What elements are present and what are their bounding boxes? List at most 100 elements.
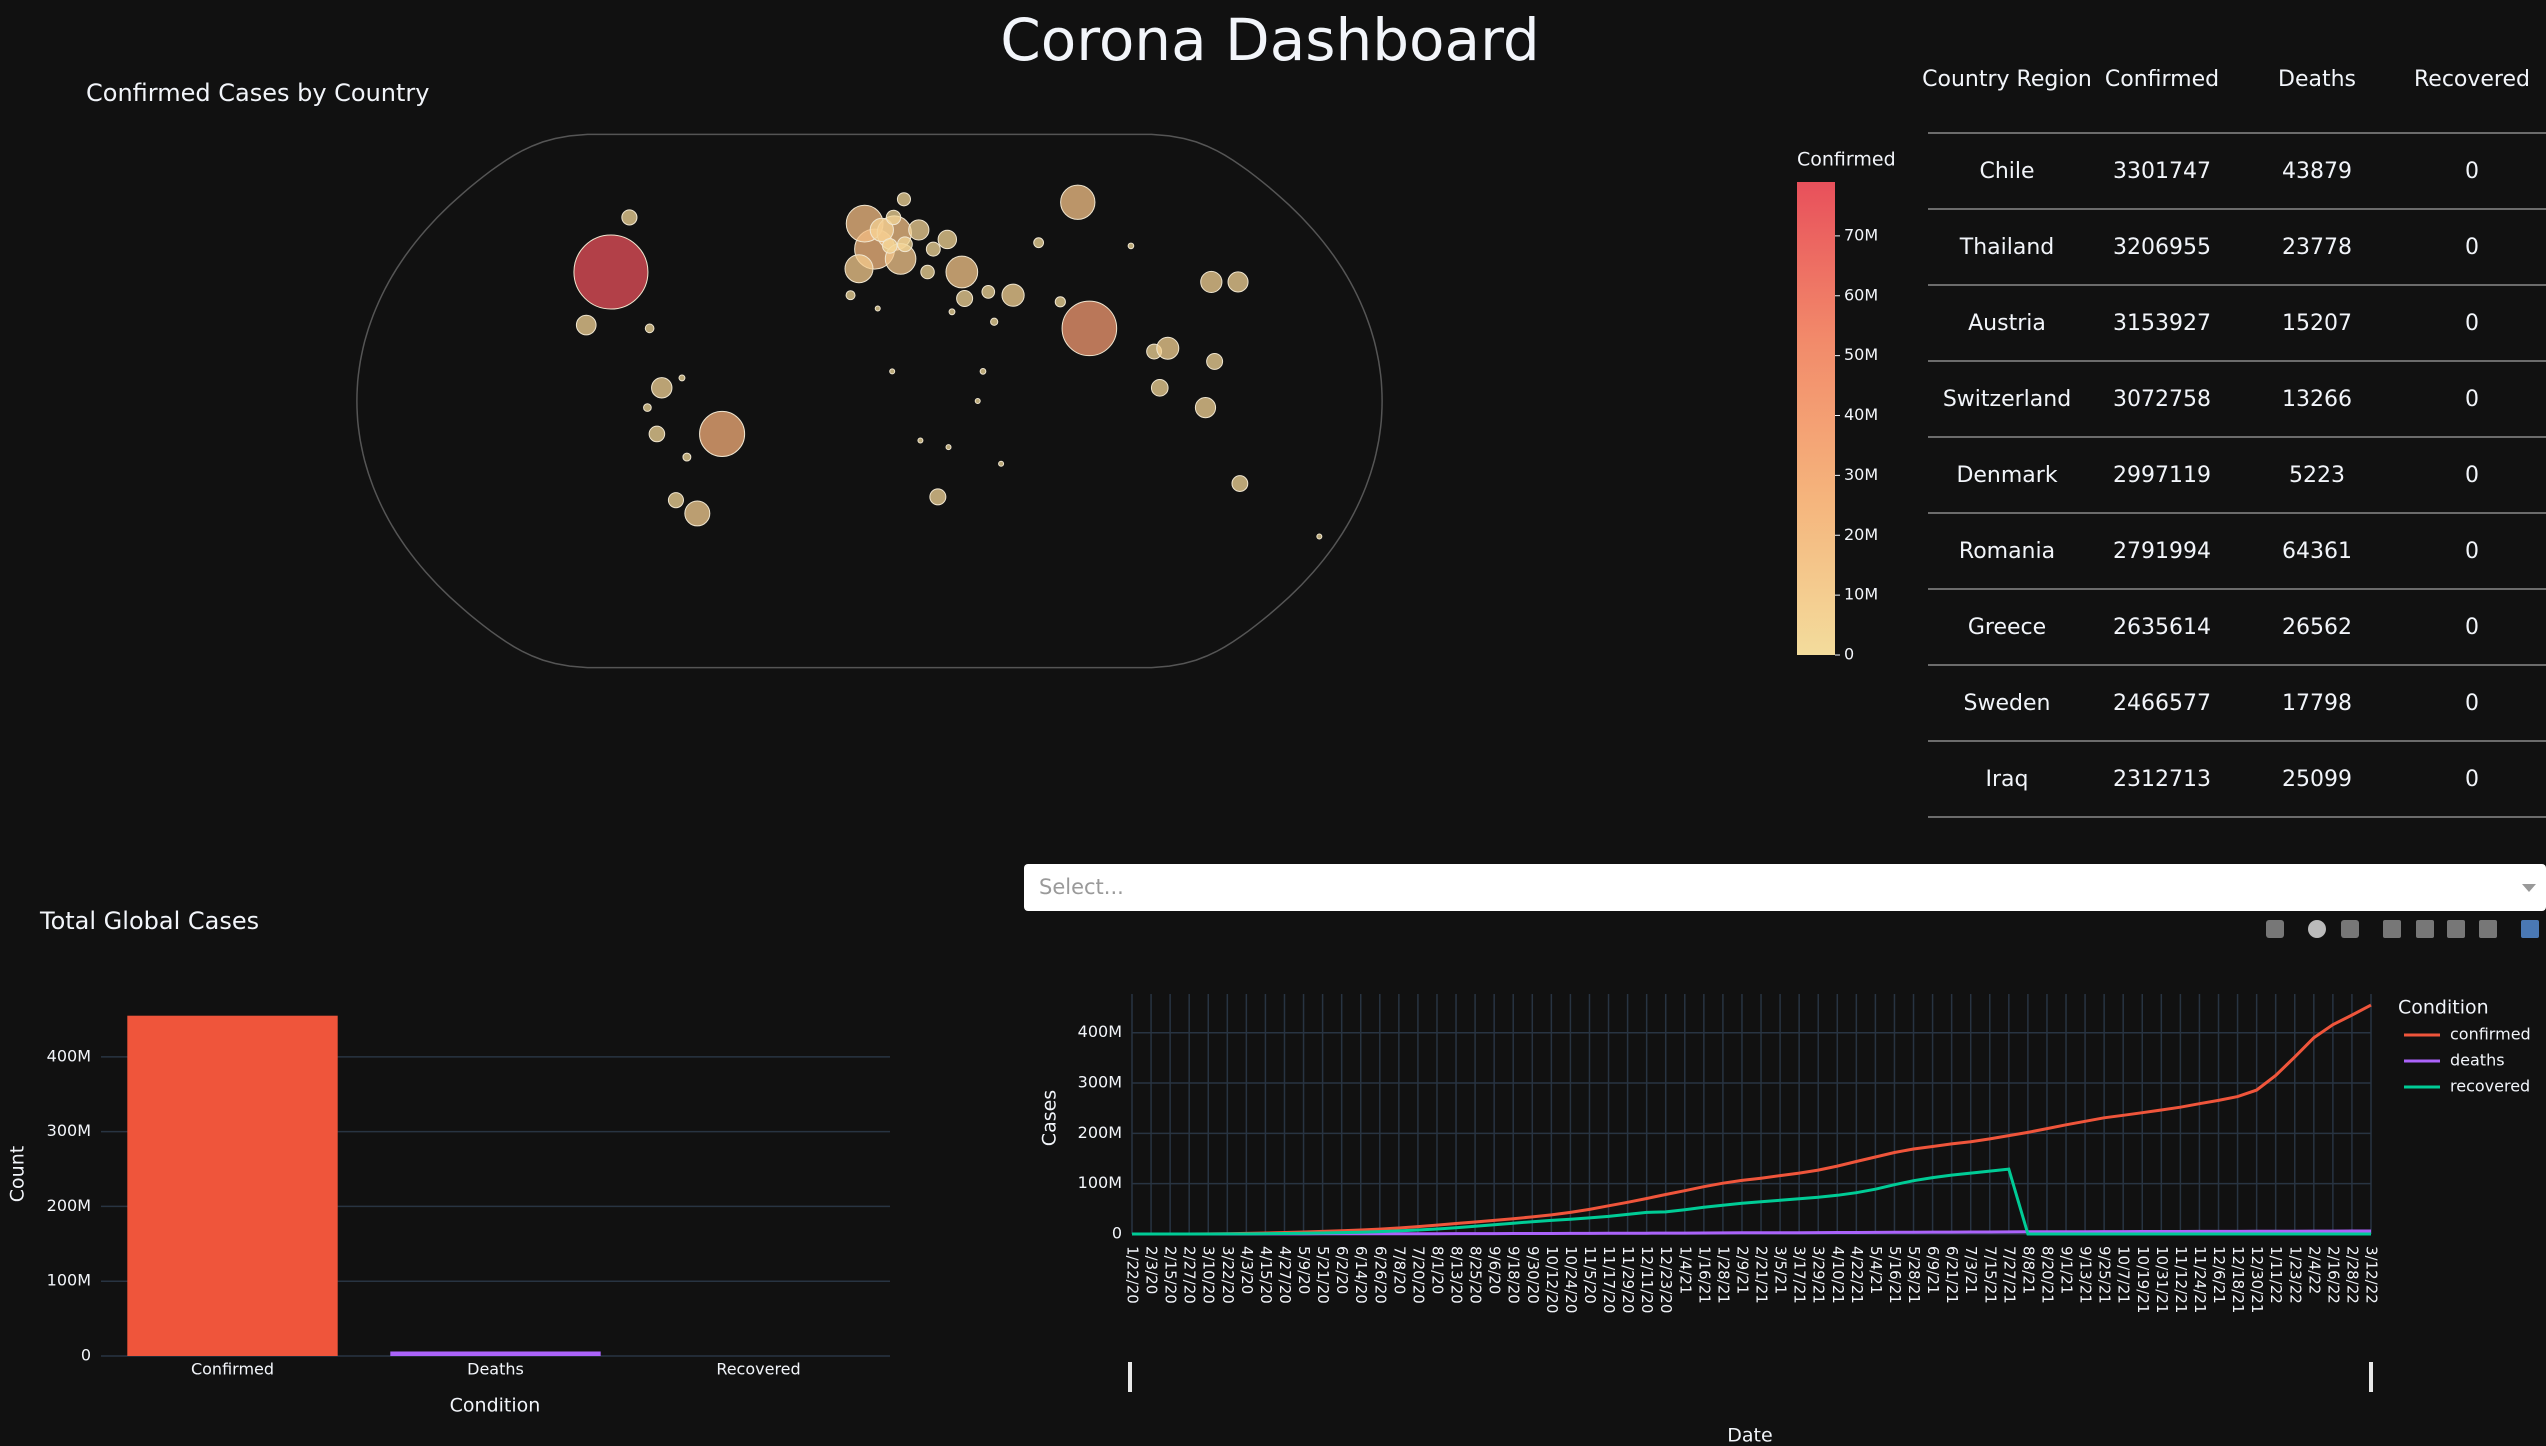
- bubble: [974, 398, 981, 404]
- bubble: [1156, 336, 1180, 360]
- select-field[interactable]: [1024, 864, 2546, 911]
- bubble: [896, 192, 911, 207]
- bubble: [1001, 283, 1025, 307]
- range-handle-right[interactable]: [2369, 1362, 2373, 1392]
- zoom-out-button[interactable]: [2416, 920, 2434, 938]
- bubble: [643, 403, 652, 412]
- bubble: [844, 254, 874, 284]
- y-tick-label: 400M: [47, 1046, 91, 1065]
- x-tick-label: 4/27/20: [1276, 1246, 1294, 1304]
- table-cell: Thailand: [1959, 235, 2054, 260]
- x-tick-label: 4/15/20: [1257, 1246, 1275, 1304]
- table-cell: 0: [2465, 159, 2479, 184]
- table-cell: Denmark: [1956, 463, 2057, 488]
- table-cell: 15207: [2282, 311, 2352, 336]
- bubble: [889, 368, 896, 375]
- x-tick-label: 12/18/21: [2229, 1246, 2247, 1313]
- table-cell: 0: [2465, 235, 2479, 260]
- bubble: [874, 305, 881, 312]
- bubble: [1150, 378, 1169, 397]
- range-handle-left[interactable]: [1128, 1362, 1132, 1392]
- bubble: [917, 437, 924, 444]
- x-tick-label: 7/3/21: [1962, 1246, 1980, 1294]
- x-tick-label: 9/13/21: [2077, 1246, 2095, 1304]
- plotly-logo[interactable]: [2521, 920, 2539, 938]
- bubble: [869, 217, 894, 243]
- table-cell: 0: [2465, 463, 2479, 488]
- autoscale-button[interactable]: [2447, 920, 2465, 938]
- x-tick-label: 11/24/21: [2191, 1246, 2209, 1313]
- x-tick-label: 6/2/20: [1333, 1246, 1351, 1294]
- x-tick-label: 12/11/20: [1638, 1246, 1656, 1313]
- x-tick-label: 7/27/21: [2000, 1246, 2018, 1304]
- select-placeholder[interactable]: Select...: [1039, 875, 1124, 899]
- table-cell: 17798: [2282, 691, 2352, 716]
- camera-button[interactable]: [2266, 920, 2284, 938]
- x-tick-label: 2/15/20: [1162, 1246, 1180, 1304]
- bubble: [945, 255, 979, 289]
- table-cell: 2791994: [2113, 539, 2211, 564]
- bubble: [882, 238, 898, 254]
- x-tick-label: Recovered: [716, 1360, 800, 1379]
- select-box[interactable]: Select...: [1024, 864, 2546, 911]
- legend-title: Condition: [2398, 997, 2489, 1019]
- x-tick-label: 7/15/21: [1981, 1246, 1999, 1304]
- bubble: [845, 290, 856, 301]
- bubble: [648, 425, 666, 443]
- x-tick-label: 1/28/21: [1714, 1246, 1732, 1304]
- bar: [390, 1351, 601, 1356]
- bubble: [575, 314, 597, 336]
- select-arrow[interactable]: [2522, 884, 2536, 892]
- bubble: [573, 234, 649, 310]
- table-cell: 5223: [2289, 463, 2345, 488]
- x-tick-label: 11/12/21: [2172, 1246, 2190, 1313]
- bubble: [1054, 296, 1066, 308]
- bubble: [981, 285, 996, 299]
- zoom-in-button[interactable]: [2383, 920, 2401, 938]
- table-cell: 3153927: [2113, 311, 2211, 336]
- x-tick-label: 5/9/20: [1295, 1246, 1313, 1294]
- x-tick-label: 2/9/21: [1733, 1246, 1751, 1294]
- x-tick-label: 1/22/20: [1124, 1246, 1142, 1304]
- bubble: [885, 209, 902, 226]
- pan-button[interactable]: [2341, 920, 2359, 938]
- bubble: [1231, 475, 1249, 492]
- bubble: [937, 229, 958, 250]
- table-cell: 2312713: [2113, 767, 2211, 792]
- x-tick-label: 9/25/21: [2096, 1246, 2114, 1304]
- table-cell: 0: [2465, 767, 2479, 792]
- table-cell: Greece: [1968, 615, 2046, 640]
- bubble: [1127, 242, 1135, 250]
- y-tick-label: 100M: [47, 1271, 91, 1290]
- x-tick-label: 1/23/22: [2286, 1246, 2304, 1304]
- reset-button[interactable]: [2479, 920, 2497, 938]
- x-tick-label: 7/20/20: [1409, 1246, 1427, 1304]
- table-cell: Switzerland: [1943, 387, 2071, 412]
- x-tick-label: 12/30/21: [2248, 1246, 2266, 1313]
- bubble: [908, 219, 930, 241]
- series-line: [1132, 1003, 2372, 1236]
- y-tick-label: 100M: [1078, 1173, 1122, 1192]
- bubble: [897, 236, 913, 253]
- table-cell: 0: [2465, 615, 2479, 640]
- bubble: [699, 410, 746, 457]
- x-tick-label: 11/5/20: [1581, 1246, 1599, 1304]
- table-cell: 3072758: [2113, 387, 2211, 412]
- zoom-button[interactable]: [2308, 920, 2326, 938]
- table-cell: 0: [2465, 539, 2479, 564]
- table-cell: 23778: [2282, 235, 2352, 260]
- bar: [127, 1015, 338, 1356]
- y-tick-label: 0: [81, 1346, 91, 1365]
- line-x-label: Date: [1727, 1425, 1772, 1446]
- x-tick-label: 4/3/20: [1238, 1246, 1256, 1294]
- colorbar-tick-label: 60M: [1844, 285, 1878, 304]
- bubble: [1200, 270, 1223, 294]
- y-tick-label: 0: [1112, 1224, 1122, 1243]
- x-tick-label: 7/8/20: [1390, 1246, 1408, 1294]
- x-tick-label: 2/16/22: [2324, 1246, 2342, 1304]
- bubble: [990, 317, 999, 326]
- legend-label: recovered: [2450, 1077, 2530, 1096]
- colorbar-title: Confirmed: [1797, 149, 1896, 171]
- x-tick-label: 4/22/21: [1848, 1246, 1866, 1304]
